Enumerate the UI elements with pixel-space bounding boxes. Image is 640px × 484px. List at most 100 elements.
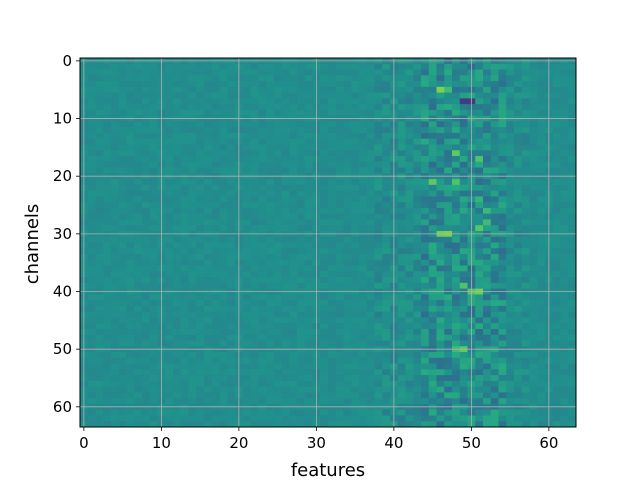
heatmap-cell [118,63,127,70]
heatmap-cell [142,179,151,186]
heatmap-cell [421,415,430,422]
heatmap-cell [421,161,430,168]
heatmap-cell [320,386,329,393]
heatmap-cell [405,352,414,359]
heatmap-cell [521,317,530,324]
heatmap-cell [552,236,561,243]
heatmap-cell [444,380,453,388]
heatmap-cell [514,179,523,186]
heatmap-cell [382,225,391,232]
heatmap-cell [134,144,143,151]
heatmap-cell [359,311,368,318]
heatmap-cell [111,179,120,186]
heatmap-cell [173,179,182,186]
heatmap-cell [351,138,360,145]
heatmap-cell [405,167,414,174]
heatmap-cell [142,121,151,128]
heatmap-cell [514,156,523,163]
heatmap-cell [258,380,267,388]
heatmap-cell [289,375,298,382]
heatmap-cell [204,86,213,93]
heatmap-cell [568,415,577,422]
heatmap-cell [250,300,259,307]
heatmap-cell [335,213,344,220]
heatmap-cell [304,277,313,284]
heatmap-cell [180,167,189,174]
heatmap-cell [304,150,313,157]
heatmap-cell [529,311,538,318]
heatmap-cell [521,184,530,192]
heatmap-cell [529,282,538,290]
heatmap-cell [366,92,375,99]
heatmap-cell [95,213,104,220]
heatmap-cell [568,213,577,220]
heatmap-cell [304,92,313,99]
heatmap-cell [95,259,104,266]
heatmap-cell [351,369,360,376]
heatmap-cell [258,409,267,416]
heatmap-cell [142,294,151,301]
heatmap-cell [188,69,197,76]
heatmap-cell [134,334,143,341]
heatmap-cell [552,127,561,134]
heatmap-cell [87,415,96,422]
heatmap-cell [421,323,430,330]
heatmap-cell [219,277,228,284]
heatmap-cell [475,248,484,255]
heatmap-cell [359,352,368,359]
heatmap-cell [374,81,383,88]
heatmap-cell [95,75,104,82]
heatmap-cell [459,409,468,416]
heatmap-cell [258,184,267,192]
heatmap-cell [126,144,135,151]
heatmap-cell [142,386,151,393]
heatmap-cell [165,317,174,324]
heatmap-cell [173,69,182,76]
heatmap-cell [475,398,484,405]
heatmap-cell [142,334,151,341]
heatmap-cell [475,386,484,393]
heatmap-cell [343,127,352,134]
heatmap-cell [111,225,120,232]
heatmap-cell [211,92,220,99]
heatmap-cell [436,398,445,405]
heatmap-cell [250,150,259,157]
heatmap-cell [343,138,352,145]
heatmap-cell [359,207,368,215]
heatmap-cell [397,421,406,428]
heatmap-cell [436,352,445,359]
heatmap-cell [552,254,561,261]
heatmap-cell [250,392,259,399]
heatmap-cell [514,357,523,364]
heatmap-cell [126,375,135,382]
heatmap-cell [320,357,329,364]
heatmap-cell [149,156,158,163]
heatmap-cell [459,421,468,428]
heatmap-cell [436,259,445,266]
y-tick-label: 60 [53,398,72,416]
heatmap-cell [521,311,530,318]
heatmap-cell [483,409,492,416]
heatmap-cell [111,92,120,99]
heatmap-cell [529,317,538,324]
heatmap-cell [95,421,104,428]
heatmap-cell [258,207,267,215]
heatmap-cell [180,92,189,99]
heatmap-cell [552,190,561,197]
heatmap-cell [297,167,306,174]
heatmap-cell [343,167,352,174]
heatmap-cell [521,236,530,243]
heatmap-cell [475,104,484,111]
heatmap-cell [537,259,546,266]
heatmap-cell [483,213,492,220]
heatmap-cell [459,248,468,255]
heatmap-cell [421,190,430,197]
heatmap-cell [87,156,96,163]
heatmap-cell [281,357,290,364]
heatmap-cell [227,328,236,336]
heatmap-cell [452,63,461,70]
heatmap-cell [529,138,538,145]
heatmap-cell [289,161,298,168]
heatmap-cell [149,398,158,405]
heatmap-cell [405,236,414,243]
